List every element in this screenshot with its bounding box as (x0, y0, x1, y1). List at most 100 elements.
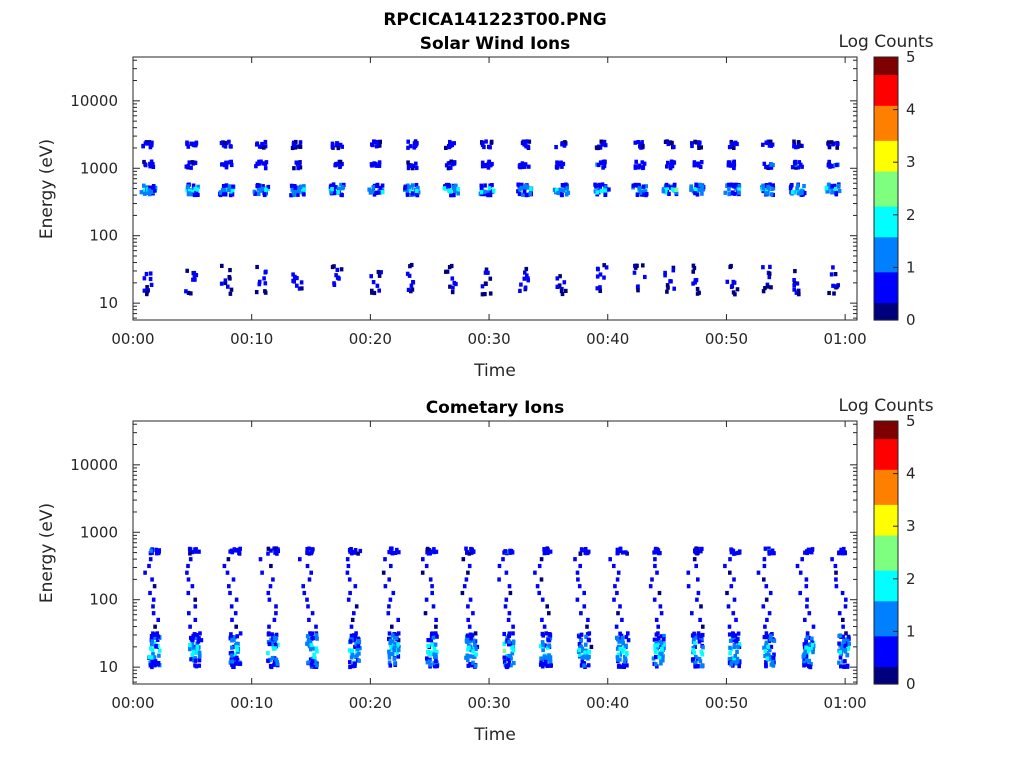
heatmap-cell (641, 187, 646, 192)
heatmap-cell (156, 661, 161, 666)
heatmap-cell (369, 274, 373, 279)
heatmap-cell (349, 655, 354, 660)
heatmap-cell (733, 292, 737, 297)
x-tick-label: 00:20 (349, 330, 392, 348)
heatmap-cell (805, 597, 809, 602)
heatmap-cell (309, 632, 313, 637)
x-tick-label: 00:50 (705, 694, 748, 712)
heatmap-cell (528, 191, 532, 196)
heatmap-cell (655, 638, 659, 643)
heatmap-cell (548, 659, 553, 664)
heatmap-cell (583, 650, 587, 655)
heatmap-cell (839, 547, 844, 552)
heatmap-cell (690, 611, 694, 616)
heatmap-cell (694, 162, 698, 167)
heatmap-cell (792, 283, 796, 288)
colorbar-segment (874, 74, 898, 80)
heatmap-cell (156, 634, 161, 639)
heatmap-cell (483, 189, 487, 194)
heatmap-cell (307, 551, 312, 556)
heatmap-cell (470, 663, 474, 668)
colorbar-segment (874, 578, 898, 584)
heatmap-cell (481, 141, 485, 146)
heatmap-cell (302, 187, 306, 192)
heatmap-cell (793, 269, 797, 274)
heatmap-cell (802, 652, 807, 657)
heatmap-cell (807, 659, 811, 664)
heatmap-cell (835, 162, 839, 168)
heatmap-cell (188, 188, 192, 193)
heatmap-cell (224, 160, 228, 165)
heatmap-cell (193, 277, 197, 282)
heatmap-cell (371, 280, 376, 285)
heatmap-cell (520, 161, 525, 166)
heatmap-cell (309, 647, 313, 652)
heatmap-cell (699, 549, 703, 554)
heatmap-cell (267, 597, 272, 602)
colorbar-segment (874, 653, 898, 659)
heatmap-cell (231, 577, 236, 582)
heatmap-cell (668, 279, 672, 284)
x-tick-label: 00:30 (467, 330, 510, 348)
colorbar-segment (874, 184, 898, 190)
heatmap-cell (230, 192, 235, 197)
heatmap-cell (311, 636, 315, 641)
heatmap-cell (522, 142, 526, 147)
heatmap-cell (147, 192, 152, 197)
heatmap-cell (329, 183, 333, 188)
heatmap-cell (488, 291, 493, 296)
heatmap-cell (370, 142, 374, 147)
colorbar-segment (874, 61, 898, 67)
heatmap-cell (480, 160, 485, 165)
heatmap-cell (148, 271, 153, 276)
heatmap-cell (489, 139, 494, 144)
heatmap-cell (595, 190, 600, 195)
heatmap-cell (310, 659, 315, 664)
heatmap-cell (792, 144, 796, 149)
colorbar-segment (874, 570, 898, 576)
heatmap-cell (379, 270, 383, 275)
heatmap-cell (661, 188, 666, 194)
heatmap-cell (479, 185, 484, 191)
y-axis-label: Energy (eV) (37, 503, 57, 603)
heatmap-cell (292, 140, 296, 145)
colorbar-segment (874, 105, 898, 111)
heatmap-cell (638, 190, 642, 195)
heatmap-cell (448, 165, 453, 170)
heatmap-cell (736, 645, 740, 650)
heatmap-cell (583, 547, 588, 552)
heatmap-cell (312, 655, 317, 660)
heatmap-cell (157, 648, 162, 653)
heatmap-cell (471, 649, 475, 654)
heatmap-cell (800, 143, 804, 148)
heatmap-cell (147, 655, 152, 660)
heatmap-cell (837, 641, 841, 646)
heatmap-cell (726, 160, 731, 165)
colorbar-tick-label: 4 (906, 465, 916, 483)
heatmap-cell (190, 189, 195, 194)
heatmap-cell (612, 597, 616, 602)
heatmap-cell (811, 642, 815, 648)
heatmap-cell (390, 624, 394, 629)
heatmap-cell (195, 187, 200, 192)
heatmap-cell (486, 190, 490, 195)
heatmap-cell (584, 634, 588, 639)
heatmap-cell (790, 165, 795, 170)
heatmap-cell (802, 184, 806, 189)
heatmap-cell (541, 661, 546, 666)
colorbar-segment (874, 140, 898, 146)
heatmap-cell (602, 188, 606, 194)
heatmap-cell (796, 165, 801, 170)
heatmap-cell (268, 584, 273, 589)
heatmap-cell (191, 142, 195, 147)
heatmap-cell (446, 182, 450, 188)
heatmap-cell (727, 656, 732, 662)
heatmap-cell (482, 192, 486, 197)
colorbar-segment (874, 271, 898, 277)
panel-solar-wind: Solar Wind Ions Log Counts Time Energy (… (37, 32, 934, 381)
y-tick-label: 1000 (80, 523, 118, 541)
heatmap-cell (270, 632, 274, 637)
heatmap-cell (508, 550, 513, 555)
heatmap-cell (699, 649, 704, 655)
heatmap-cell (548, 636, 553, 641)
